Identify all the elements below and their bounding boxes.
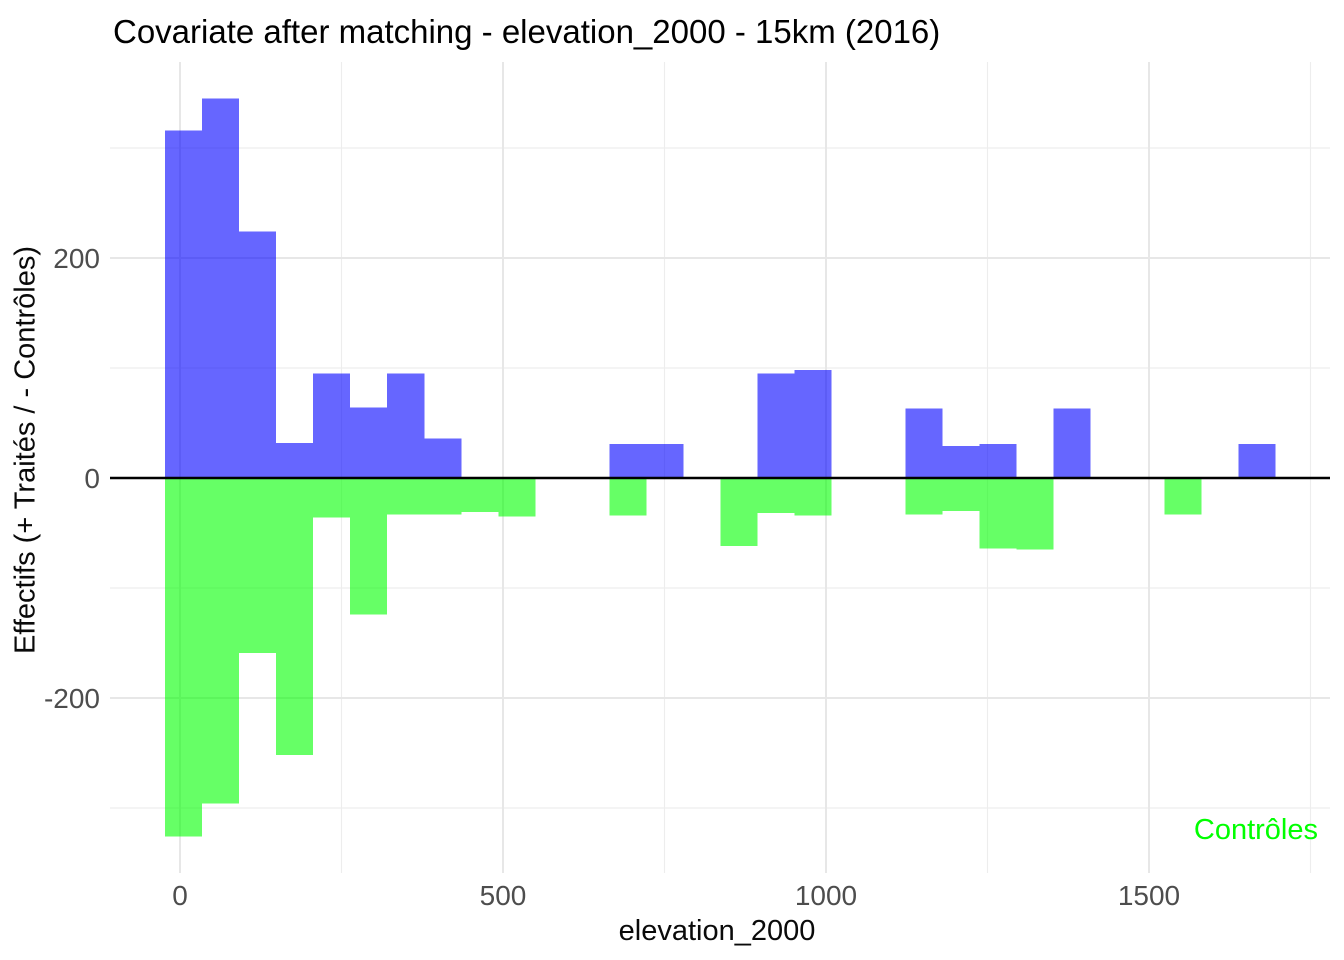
- bar-control: [498, 478, 536, 517]
- bar-control: [1164, 478, 1202, 515]
- bar-control: [609, 478, 647, 516]
- y-tick-label: 0: [84, 463, 100, 494]
- bar-treated: [609, 443, 647, 478]
- x-tick-label: 1500: [1118, 880, 1180, 911]
- bar-treated: [387, 373, 425, 478]
- bar-control: [757, 478, 795, 514]
- bar-treated: [646, 443, 684, 478]
- bar-treated: [794, 370, 832, 478]
- bar-treated: [350, 407, 388, 478]
- bar-treated: [757, 373, 795, 478]
- bar-control: [720, 478, 758, 547]
- bar-control: [387, 478, 425, 515]
- x-tick-label: 500: [480, 880, 527, 911]
- annotation-controles-label: Contrôles: [1193, 814, 1318, 846]
- bar-control: [979, 478, 1017, 549]
- y-tick-label: 200: [53, 243, 100, 274]
- bar-control: [165, 478, 203, 837]
- y-tick-label: -200: [44, 683, 100, 714]
- bar-treated: [1053, 408, 1091, 478]
- bar-control: [905, 478, 943, 515]
- y-axis-title: Effectifs (+ Traités / - Contrôles): [9, 245, 42, 655]
- bar-treated: [276, 442, 314, 478]
- x-axis-title: elevation_2000: [618, 915, 816, 947]
- bar-control: [313, 478, 351, 518]
- bar-control: [350, 478, 388, 615]
- bar-control: [202, 478, 240, 804]
- bar-treated: [165, 130, 203, 478]
- bar-treated: [942, 446, 980, 478]
- x-tick-label: 1000: [795, 880, 857, 911]
- bar-treated: [979, 443, 1017, 478]
- chart-title: Covariate after matching - elevation_200…: [113, 13, 941, 50]
- bar-treated: [1238, 443, 1276, 478]
- bar-control: [239, 478, 277, 653]
- bar-treated: [202, 98, 240, 478]
- bar-treated: [905, 408, 943, 478]
- bar-treated: [239, 231, 277, 478]
- x-tick-label: 0: [172, 880, 188, 911]
- bar-treated: [424, 438, 462, 478]
- bar-control: [794, 478, 832, 516]
- bar-control: [424, 478, 462, 515]
- bar-control: [1016, 478, 1054, 550]
- bar-treated: [313, 373, 351, 478]
- bar-control: [276, 478, 314, 756]
- bar-control: [461, 478, 499, 513]
- bar-control: [942, 478, 980, 511]
